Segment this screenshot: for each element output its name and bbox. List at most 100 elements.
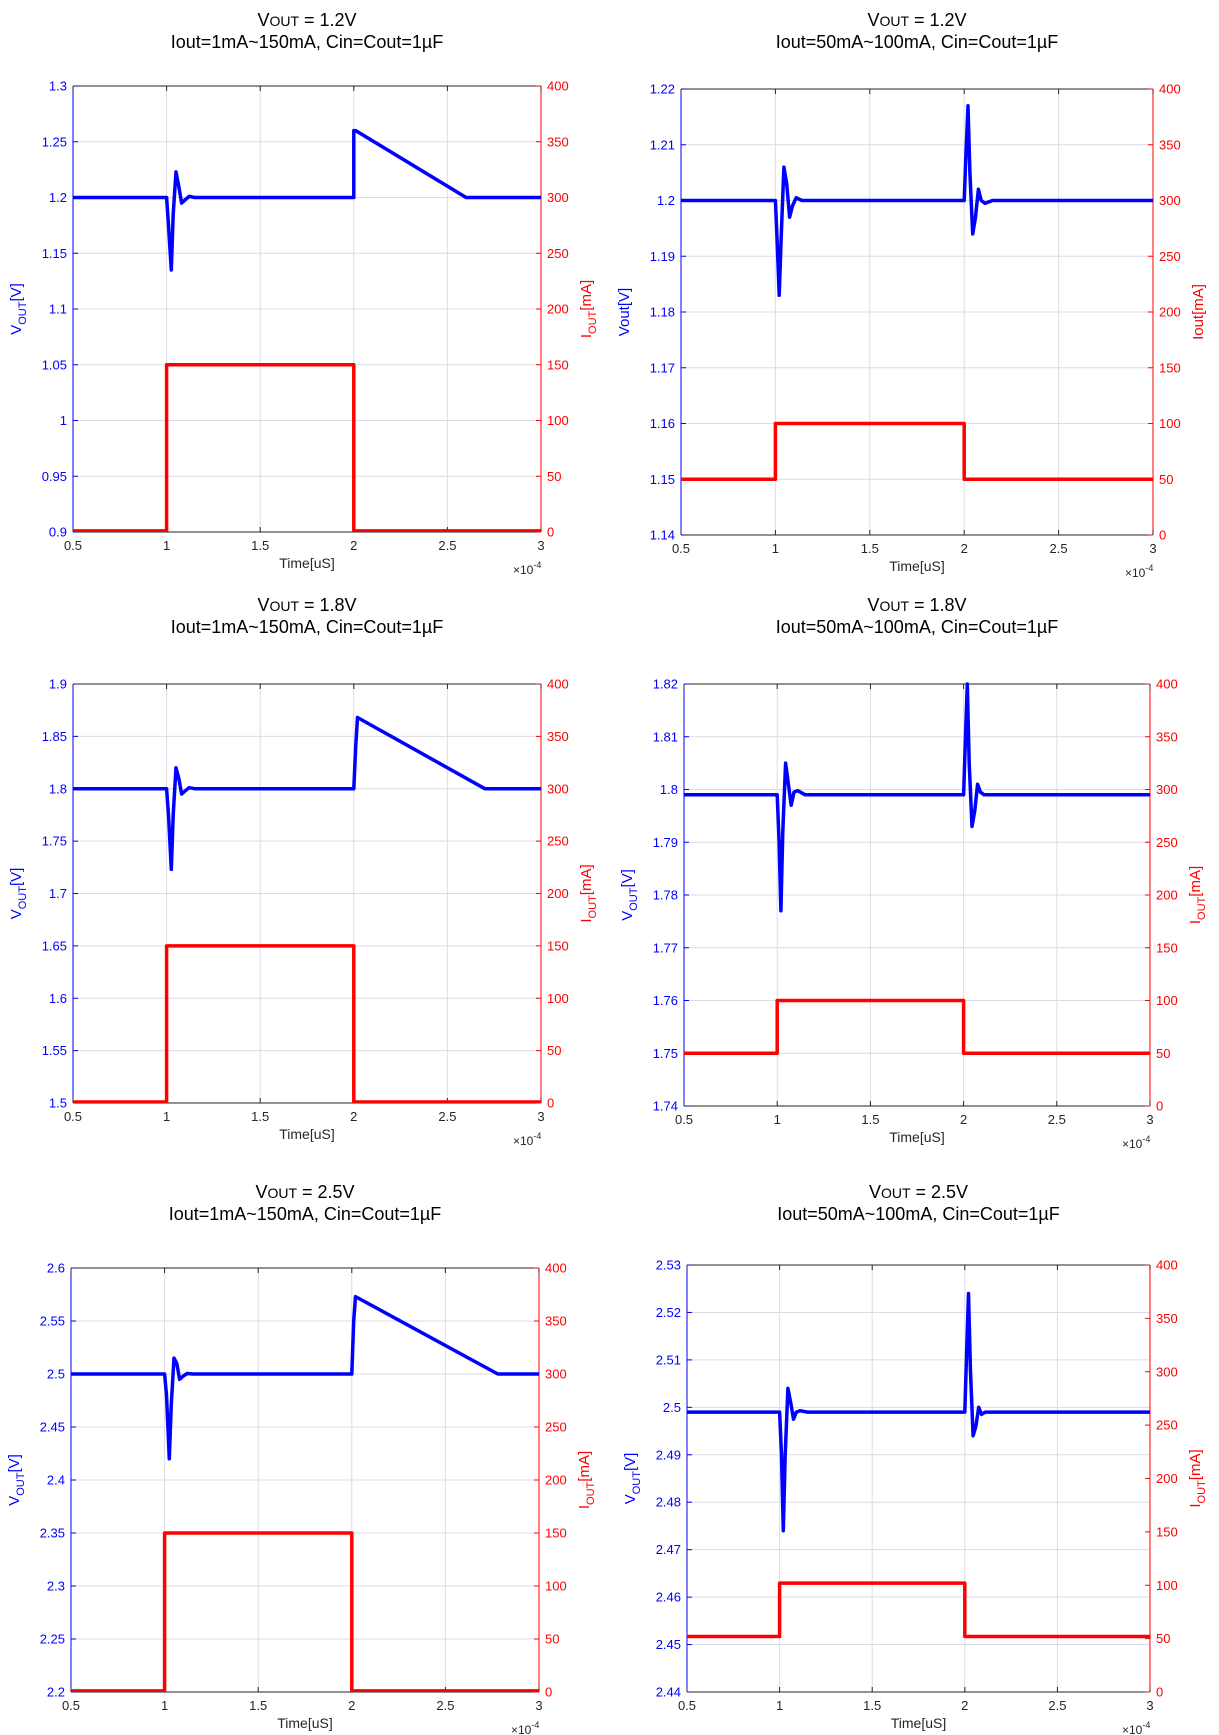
- y-right-axis-label-sub: OUT: [1196, 896, 1208, 920]
- y-right-tick-label: 0: [547, 525, 554, 540]
- iout-series-line: [687, 1581, 1150, 1639]
- y-left-tick-label: 1.1: [49, 302, 67, 317]
- x-tick-label: 1: [161, 1698, 168, 1713]
- x-exponent-label: ×10-4: [513, 1131, 541, 1148]
- y-right-tick-label: 100: [1156, 993, 1178, 1008]
- x-tick-label: 2.5: [436, 1698, 454, 1713]
- y-right-axis-label: IOUT[mA]: [578, 864, 599, 922]
- y-right-tick-label: 350: [1156, 1311, 1178, 1326]
- y-right-tick-label: 50: [1159, 472, 1173, 487]
- x-tick-label: 0.5: [678, 1698, 696, 1713]
- y-left-tick-label: 1.6: [49, 991, 67, 1006]
- title-main: V: [869, 1182, 881, 1202]
- y-left-axis-label-main: V: [622, 1494, 639, 1504]
- x-tick-label: 0.5: [675, 1112, 693, 1127]
- y-left-axis-label: VOUT[V]: [622, 1453, 643, 1505]
- y-left-tick-label: 1.2: [49, 190, 67, 205]
- y-right-tick-label: 200: [1156, 1471, 1178, 1486]
- x-tick-label: 3: [535, 1698, 542, 1713]
- iout-series-line: [681, 421, 1153, 482]
- y-right-tick-label: 350: [547, 134, 569, 149]
- chart-2: 0.5 1 1.5 2 2.5 31.141.151.161.171.181.191.21…: [616, 10, 1207, 580]
- x-tick-label: 1.5: [863, 1698, 881, 1713]
- y-left-tick-label: 2.5: [47, 1367, 65, 1382]
- y-left-tick-label: 1.25: [42, 134, 67, 149]
- y-left-tick-label: 1.85: [42, 729, 67, 744]
- chart-1: 0.5 1 1.5 2 2.5 3 0.9 0.95 1 1.05 1.1 1.15 1.2 1.25 1.…: [8, 10, 599, 577]
- x-tick-label: 2.5: [1048, 1698, 1066, 1713]
- y-right-axis-label-sub: OUT: [587, 310, 599, 334]
- x-tick-label: 2: [961, 541, 968, 556]
- chart-title-line2: Iout=1mA~150mA, Cin=Cout=1µF: [171, 32, 444, 52]
- y-left-axis-label-rest: [V]: [8, 868, 25, 886]
- x-tick-label: 0.5: [64, 538, 82, 553]
- y-right-tick-label: 200: [1156, 888, 1178, 903]
- y-right-tick-label: 0: [1156, 1099, 1163, 1114]
- y-right-tick-label: 400: [545, 1261, 567, 1276]
- y-right-axis-label-rest: [mA]: [1187, 866, 1204, 897]
- y-left-tick-label: 1.75: [42, 834, 67, 849]
- y-right-tick-label: 250: [1156, 1418, 1178, 1433]
- y-right-tick-label: 350: [1156, 729, 1178, 744]
- title-rest: = 1.2V: [909, 10, 967, 30]
- x-tick-label: 1.5: [249, 1698, 267, 1713]
- y-left-axis-label-sub: OUT: [15, 1472, 27, 1496]
- y-right-tick-label: 150: [545, 1526, 567, 1541]
- x-tick-label: 3: [1149, 541, 1156, 556]
- y-left-axis-label-sub: OUT: [17, 301, 29, 325]
- y-left-axis-label-sub: OUT: [631, 1471, 643, 1495]
- chart-title-line2: Iout=1mA~150mA, Cin=Cout=1µF: [169, 1204, 442, 1224]
- y-right-tick-label: 200: [1159, 305, 1181, 320]
- y-left-tick-label: 2.6: [47, 1261, 65, 1276]
- y-left-tick-label: 2.47: [656, 1542, 681, 1557]
- chart-3: 0.5 1 1.5 2 2.5 3 1.5 1.55 1.6 1.65 1.7 1.75 1.8 1.85…: [8, 595, 599, 1148]
- y-left-tick-label: 2.52: [656, 1305, 681, 1320]
- y-right-tick-label: 300: [547, 190, 569, 205]
- y-left-axis-label: VOUT[V]: [8, 868, 29, 920]
- plot-area: [687, 1265, 1150, 1692]
- title-sub: OUT: [879, 598, 909, 614]
- x-exponent-label: ×10-4: [1125, 563, 1153, 580]
- x-exponent-label: ×10-4: [1122, 1134, 1150, 1151]
- y-right-tick-label: 200: [547, 302, 569, 317]
- y-right-tick-label: 100: [547, 991, 569, 1006]
- chart-title-line2: Iout=50mA~100mA, Cin=Cout=1µF: [776, 32, 1059, 52]
- y-left-tick-label: 1.15: [42, 246, 67, 261]
- y-right-tick-label: 400: [1156, 677, 1178, 692]
- y-right-tick-label: 250: [547, 246, 569, 261]
- iout-series-line: [684, 998, 1150, 1056]
- y-right-tick-label: 150: [1156, 940, 1178, 955]
- chart-6: 0.5 1 1.5 2 2.5 32.442.452.462.472.482.492.52…: [622, 1182, 1208, 1735]
- y-left-tick-label: 2.25: [40, 1632, 65, 1647]
- x-tick-label: 3: [537, 1109, 544, 1124]
- y-left-axis-label: Vout[V]: [616, 288, 633, 336]
- x-exponent-label: ×10-4: [513, 560, 541, 577]
- x-tick-label: 2: [350, 1109, 357, 1124]
- x-axis-label: Time[uS]: [279, 1126, 335, 1142]
- y-right-axis-label-main: I: [578, 918, 595, 922]
- y-right-tick-label: 350: [1159, 137, 1181, 152]
- x-tick-label: 3: [1146, 1698, 1153, 1713]
- y-right-tick-label: 400: [547, 677, 569, 692]
- x-axis-label: Time[uS]: [277, 1715, 333, 1731]
- x-tick-label: 0.5: [64, 1109, 82, 1124]
- y-left-tick-label: 0.9: [49, 525, 67, 540]
- x-tick-label: 1.5: [251, 1109, 269, 1124]
- y-left-tick-label: 1.2: [657, 193, 675, 208]
- y-left-tick-label: 1.7: [49, 886, 67, 901]
- y-left-tick-label: 1.55: [42, 1043, 67, 1058]
- vout-series-line: [687, 1291, 1150, 1533]
- y-left-tick-label: 1.15: [650, 472, 675, 487]
- y-right-axis-label-sub: OUT: [585, 1481, 597, 1505]
- chart-title-line2: Iout=50mA~100mA, Cin=Cout=1µF: [776, 617, 1059, 637]
- y-left-tick-label: 1.3: [49, 79, 67, 94]
- title-sub: OUT: [269, 13, 299, 29]
- y-right-tick-label: 350: [547, 729, 569, 744]
- vout-series-line: [71, 1294, 539, 1461]
- x-tick-label: 2.5: [438, 538, 456, 553]
- y-right-axis-label-main: I: [1187, 920, 1204, 924]
- y-right-tick-label: 250: [1156, 835, 1178, 850]
- y-right-tick-label: 350: [545, 1314, 567, 1329]
- x-tick-label: 2.5: [1048, 1112, 1066, 1127]
